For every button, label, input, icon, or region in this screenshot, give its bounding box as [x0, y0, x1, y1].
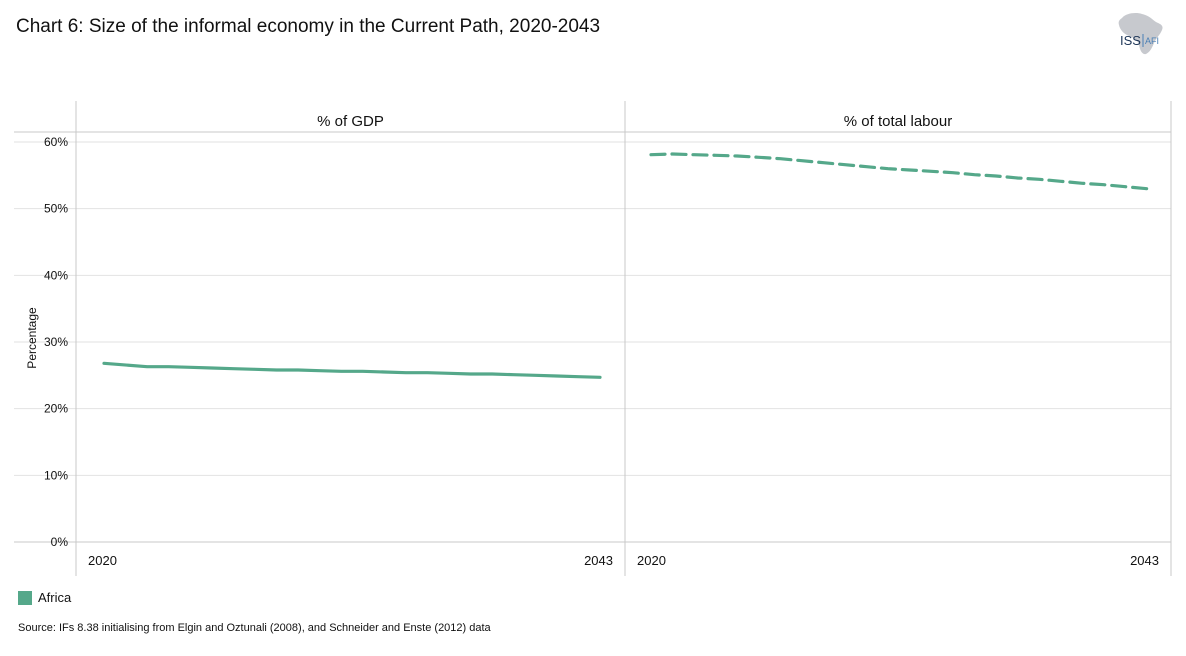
gridlines: [14, 141, 1171, 543]
legend: Africa: [18, 590, 71, 605]
chart-title: Chart 6: Size of the informal economy in…: [16, 16, 601, 37]
y-tick-label: 30%: [44, 335, 68, 349]
series-line-africa: [649, 152, 1149, 191]
y-tick-label: 50%: [44, 202, 68, 216]
legend-swatch-africa: [18, 590, 32, 605]
source-note: Source: IFs 8.38 initialising from Elgin…: [18, 622, 491, 634]
chart-area: Percentage 0% 10% 20% 30% 40% 50% 60% % of GDP…: [14, 101, 1172, 576]
y-tick-label: 0%: [51, 535, 69, 549]
iss-afi-logo: ISS AFI: [1118, 13, 1163, 55]
x-tick-label: 2020: [637, 553, 666, 568]
legend-label-africa: Africa: [38, 590, 72, 605]
y-axis: Percentage 0% 10% 20% 30% 40% 50% 60%: [25, 135, 68, 549]
series-line-africa: [102, 361, 602, 379]
africa-map-icon: [1118, 13, 1163, 55]
logo-afi-text: AFI: [1145, 36, 1159, 46]
y-tick-label: 10%: [44, 468, 68, 482]
panel-frames: [14, 101, 1172, 576]
y-tick-label: 60%: [44, 135, 68, 149]
x-tick-label: 2020: [88, 553, 117, 568]
panel-label: % of GDP: [317, 113, 384, 130]
x-tick-label: 2043: [584, 553, 613, 568]
x-tick-label: 2043: [1130, 553, 1159, 568]
logo-iss-text: ISS: [1120, 33, 1141, 48]
panel-label: % of total labour: [844, 113, 952, 130]
x-axis: 2020 2043 2020 2043: [88, 553, 1159, 568]
y-tick-label: 40%: [44, 268, 68, 282]
y-tick-label: 20%: [44, 402, 68, 416]
series: [102, 152, 1149, 379]
panel-labels: % of GDP % of total labour: [317, 113, 952, 130]
y-axis-label: Percentage: [25, 307, 39, 369]
